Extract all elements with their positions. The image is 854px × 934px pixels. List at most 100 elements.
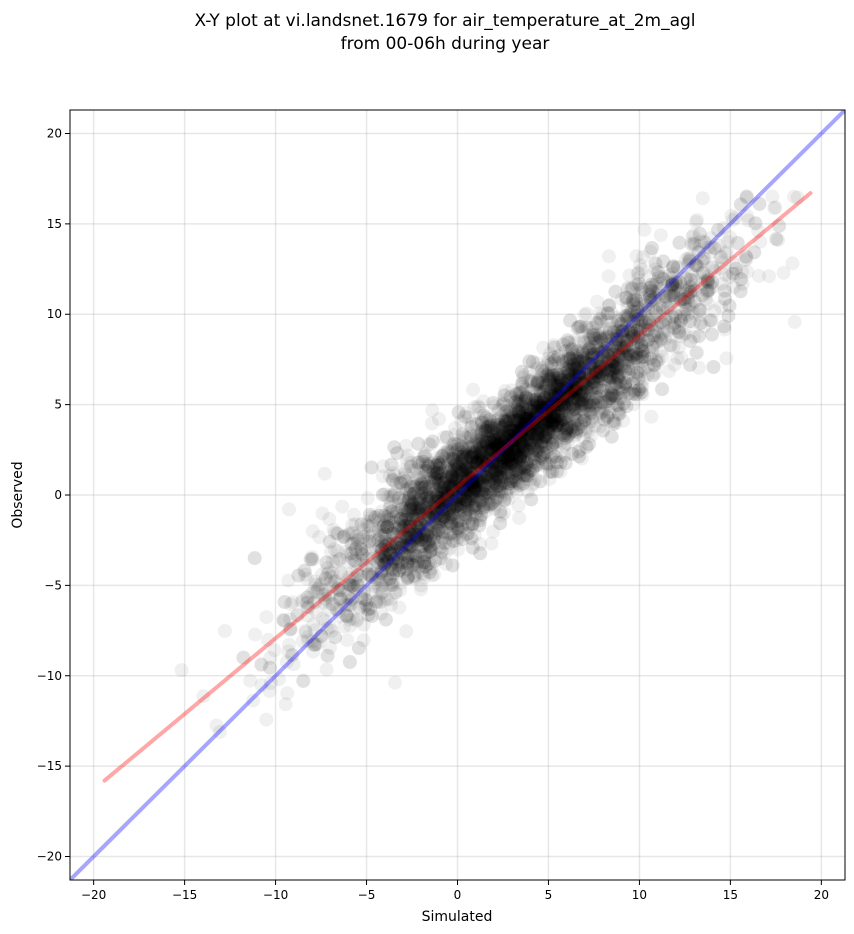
scatter-point (484, 478, 499, 493)
scatter-point (516, 370, 531, 385)
scatter-point (447, 439, 462, 454)
scatter-point (487, 474, 502, 489)
scatter-point (459, 439, 474, 454)
scatter-point (572, 346, 587, 361)
scatter-point (566, 358, 581, 373)
scatter-point (563, 373, 578, 387)
scatter-point (434, 483, 449, 498)
scatter-point (446, 459, 461, 474)
scatter-point (739, 249, 754, 264)
scatter-point (391, 524, 406, 539)
scatter-point (463, 470, 478, 485)
scatter-point (480, 469, 495, 484)
scatter-point (429, 475, 444, 490)
scatter-point (320, 648, 335, 663)
scatter-point (432, 514, 447, 529)
scatter-point (524, 492, 539, 507)
scatter-point (352, 600, 367, 615)
scatter-point (254, 678, 269, 693)
scatter-point (549, 415, 564, 430)
scatter-point (573, 319, 588, 334)
scatter-point (395, 539, 410, 554)
scatter-point (393, 583, 408, 597)
scatter-point (404, 455, 419, 470)
scatter-point (479, 459, 494, 474)
scatter-point (719, 351, 734, 366)
scatter-point (639, 327, 653, 342)
scatter-point (356, 617, 371, 632)
scatter-point (587, 370, 602, 384)
scatter-point (519, 415, 534, 430)
scatter-point (610, 349, 625, 364)
scatter-point (672, 235, 687, 250)
scatter-point (424, 561, 439, 576)
scatter-point (572, 365, 587, 380)
scatter-point (383, 558, 398, 573)
scatter-point (606, 371, 620, 386)
scatter-point (535, 456, 550, 471)
scatter-point (692, 303, 707, 318)
scatter-point (567, 362, 582, 376)
scatter-point (563, 351, 578, 366)
scatter-point (443, 516, 458, 531)
scatter-point (392, 498, 406, 513)
scatter-point (517, 411, 532, 426)
scatter-point (467, 482, 482, 497)
scatter-point (551, 390, 566, 405)
scatter-point (667, 290, 682, 305)
scatter-point (604, 341, 619, 356)
scatter-point (680, 290, 695, 304)
scatter-point (579, 350, 594, 365)
scatter-point (605, 342, 620, 357)
scatter-point (511, 386, 526, 401)
scatter-point (604, 386, 619, 401)
scatter-point (412, 527, 427, 542)
scatter-point (410, 520, 425, 534)
scatter-point (587, 399, 602, 413)
scatter-point (728, 210, 743, 225)
scatter-point (701, 240, 716, 255)
scatter-point (458, 493, 473, 508)
scatter-point (511, 476, 526, 491)
scatter-point (472, 500, 486, 515)
scatter-point (514, 424, 529, 439)
scatter-point (542, 419, 557, 434)
scatter-point (380, 520, 395, 534)
scatter-point (471, 465, 486, 480)
scatter-point (629, 249, 644, 263)
scatter-point (546, 384, 561, 399)
scatter-point (765, 189, 780, 204)
scatter-point (508, 440, 523, 455)
scatter-point (580, 366, 595, 381)
scatter-point (597, 395, 612, 410)
scatter-point (579, 306, 594, 321)
scatter-point (397, 564, 412, 579)
scatter-point (385, 489, 400, 504)
scatter-point (548, 390, 562, 405)
scatter-point (519, 434, 534, 449)
scatter-point (395, 545, 410, 560)
scatter-point (530, 398, 544, 412)
scatter-point (363, 519, 378, 534)
scatter-point (411, 518, 426, 533)
scatter-point (468, 466, 483, 481)
scatter-point (517, 394, 532, 409)
scatter-point (407, 568, 422, 583)
scatter-point (617, 360, 632, 375)
scatter-point (554, 374, 569, 388)
scatter-point (646, 368, 660, 383)
scatter-point (323, 569, 338, 584)
scatter-point (601, 356, 616, 371)
scatter-point (356, 633, 371, 648)
scatter-point (648, 290, 662, 305)
scatter-point (539, 401, 553, 416)
scatter-point (557, 413, 572, 427)
scatter-point (512, 402, 527, 417)
scatter-point (459, 508, 474, 522)
scatter-point (546, 435, 561, 450)
scatter-point (369, 594, 384, 609)
scatter-point (372, 571, 387, 586)
scatter-point (575, 345, 590, 360)
scatter-point (333, 565, 348, 580)
scatter-point (524, 432, 539, 447)
